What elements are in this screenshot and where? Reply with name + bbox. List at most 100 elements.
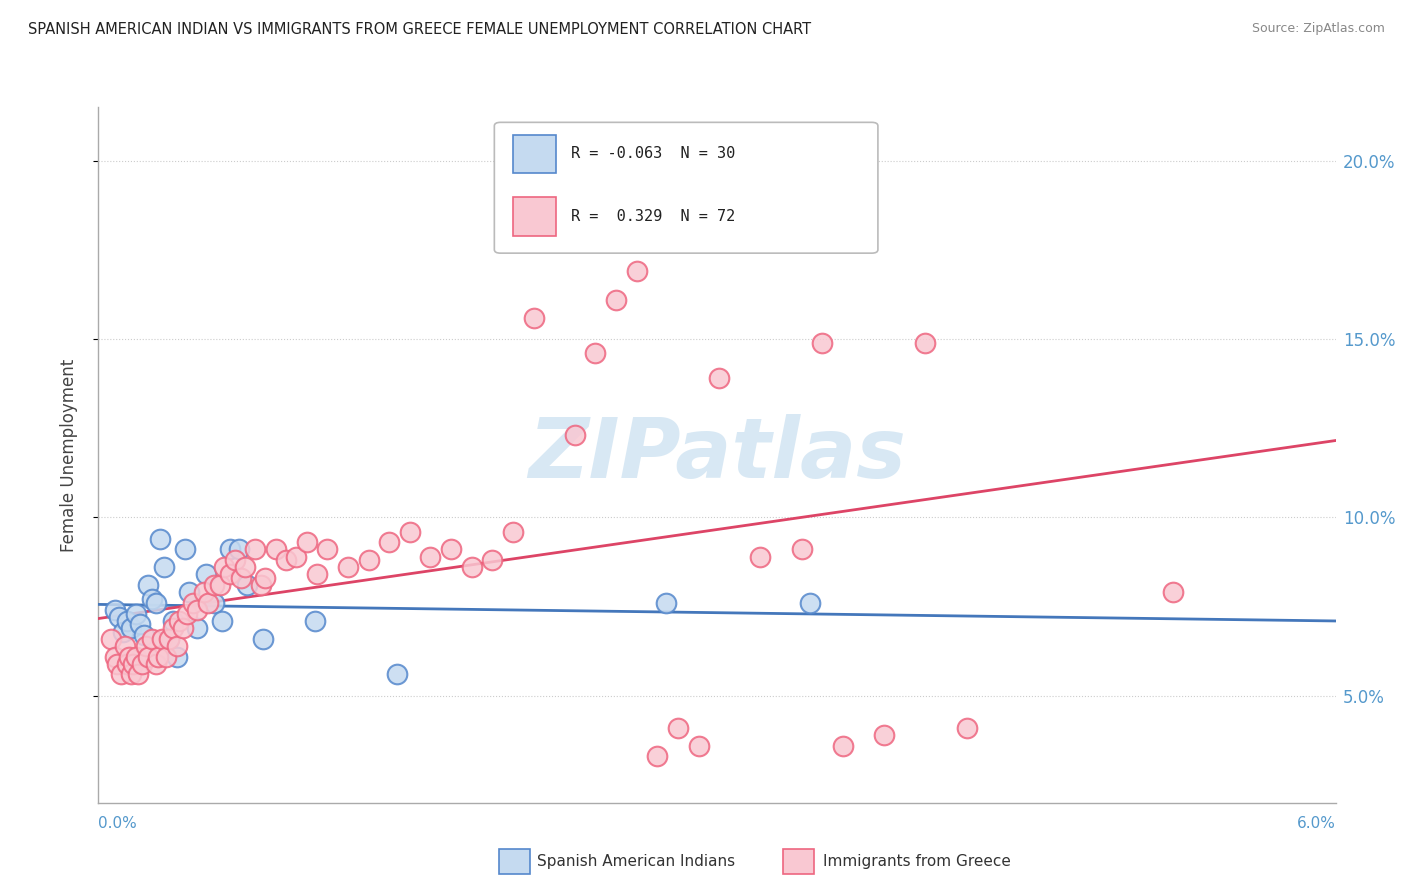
Point	[124, 649, 146, 664]
Point	[914, 335, 936, 350]
Point	[150, 632, 173, 646]
Point	[174, 542, 197, 557]
Point	[481, 553, 503, 567]
Point	[285, 549, 308, 564]
Y-axis label: Female Unemployment: Female Unemployment	[59, 359, 77, 551]
Text: SPANISH AMERICAN INDIAN VS IMMIGRANTS FROM GREECE FEMALE UNEMPLOYMENT CORRELATIO: SPANISH AMERICAN INDIAN VS IMMIGRANTS FR…	[28, 22, 811, 37]
Point	[219, 567, 242, 582]
Text: ZIPatlas: ZIPatlas	[529, 415, 905, 495]
Point	[135, 639, 157, 653]
Point	[176, 607, 198, 621]
Point	[136, 649, 159, 664]
Point	[145, 596, 167, 610]
Point	[264, 542, 287, 557]
Point	[305, 567, 328, 582]
Point	[219, 542, 242, 557]
Point	[799, 596, 821, 610]
Point	[127, 667, 149, 681]
Point	[136, 578, 159, 592]
Point	[873, 728, 896, 742]
Point	[336, 560, 359, 574]
Point	[233, 560, 256, 574]
Point	[186, 603, 208, 617]
Point	[502, 524, 524, 539]
Point	[666, 721, 689, 735]
Point	[104, 649, 127, 664]
Point	[181, 596, 204, 610]
Point	[202, 578, 225, 592]
Point	[224, 553, 246, 567]
FancyBboxPatch shape	[495, 122, 877, 253]
Point	[522, 310, 544, 325]
Point	[228, 542, 250, 557]
Point	[688, 739, 710, 753]
Point	[153, 560, 176, 574]
Point	[122, 657, 145, 671]
Point	[172, 621, 194, 635]
Bar	[513, 197, 557, 235]
Point	[250, 578, 273, 592]
Point	[1161, 585, 1184, 599]
Point	[209, 578, 232, 592]
Bar	[513, 135, 557, 173]
Point	[131, 657, 153, 671]
Point	[378, 535, 401, 549]
Point	[626, 264, 648, 278]
Point	[564, 428, 586, 442]
Point	[120, 621, 142, 635]
Point	[157, 632, 180, 646]
Text: R = -0.063  N = 30: R = -0.063 N = 30	[571, 146, 735, 161]
Point	[141, 632, 163, 646]
Point	[128, 617, 150, 632]
Point	[141, 592, 163, 607]
Point	[117, 614, 139, 628]
Point	[419, 549, 441, 564]
Point	[132, 628, 155, 642]
Point	[440, 542, 463, 557]
Text: 0.0%: 0.0%	[98, 816, 138, 831]
Text: Source: ZipAtlas.com: Source: ZipAtlas.com	[1251, 22, 1385, 36]
Text: 6.0%: 6.0%	[1296, 816, 1336, 831]
Point	[110, 667, 132, 681]
Point	[243, 542, 266, 557]
Point	[304, 614, 326, 628]
Point	[543, 228, 565, 243]
Point	[583, 346, 606, 360]
Point	[645, 749, 668, 764]
Point	[211, 614, 233, 628]
Point	[654, 596, 676, 610]
Point	[124, 607, 146, 621]
Point	[120, 667, 142, 681]
Point	[254, 571, 277, 585]
Point	[202, 596, 225, 610]
Point	[105, 657, 128, 671]
Point	[162, 621, 184, 635]
Point	[790, 542, 813, 557]
Point	[118, 649, 141, 664]
Point	[179, 585, 201, 599]
Point	[236, 578, 259, 592]
Text: Spanish American Indians: Spanish American Indians	[537, 855, 735, 869]
Point	[197, 596, 219, 610]
Point	[117, 657, 139, 671]
Point	[398, 524, 420, 539]
Point	[229, 571, 252, 585]
Text: R =  0.329  N = 72: R = 0.329 N = 72	[571, 209, 735, 224]
Point	[193, 585, 215, 599]
Point	[955, 721, 977, 735]
Point	[212, 560, 235, 574]
Point	[162, 614, 184, 628]
Point	[166, 639, 188, 653]
Point	[100, 632, 122, 646]
Point	[155, 649, 177, 664]
Point	[605, 293, 627, 307]
Point	[166, 649, 188, 664]
Point	[157, 632, 180, 646]
Point	[148, 649, 170, 664]
Point	[295, 535, 318, 549]
Point	[831, 739, 853, 753]
Point	[274, 553, 297, 567]
Point	[811, 335, 834, 350]
Point	[186, 621, 208, 635]
Point	[108, 610, 131, 624]
